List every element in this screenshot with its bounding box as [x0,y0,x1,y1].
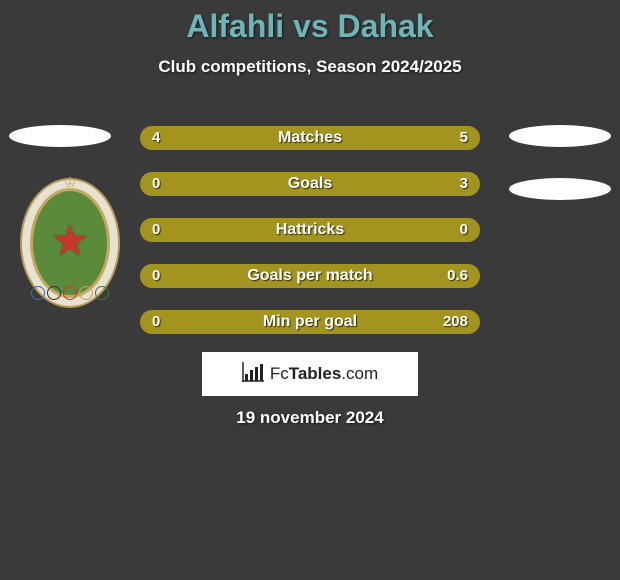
stat-bars: 45Matches 03Goals 00Hattricks 00.6Goals per… [140,126,480,356]
subtitle: Club competitions, Season 2024/2025 [0,57,620,77]
ring-icon [47,286,61,300]
stat-row: 00Hattricks [140,218,480,242]
left-team-ellipse [9,125,111,147]
bar-label: Goals per match [140,264,480,288]
fctables-logo: FcTables.com [202,352,418,396]
star-icon: ★ [51,216,89,265]
stat-row: 0208Min per goal [140,310,480,334]
date-label: 19 november 2024 [0,408,620,428]
right-team-ellipse-top [509,125,611,147]
ring-icon [95,286,109,300]
ring-icon [63,286,77,300]
stat-row: 45Matches [140,126,480,150]
bar-chart-icon [242,362,264,387]
right-team-ellipse-bottom [509,178,611,200]
olympic-rings-icon [31,286,109,300]
bar-label: Min per goal [140,310,480,334]
crown-icon: ♔ [64,174,77,191]
ring-icon [79,286,93,300]
bar-label: Matches [140,126,480,150]
bar-label: Goals [140,172,480,196]
page-title: Alfahli vs Dahak [0,0,620,45]
stat-row: 00.6Goals per match [140,264,480,288]
logo-text: FcTables.com [270,364,378,384]
team-badge: ♔ ★ [20,178,120,308]
ring-icon [31,286,45,300]
stat-row: 03Goals [140,172,480,196]
bar-label: Hattricks [140,218,480,242]
